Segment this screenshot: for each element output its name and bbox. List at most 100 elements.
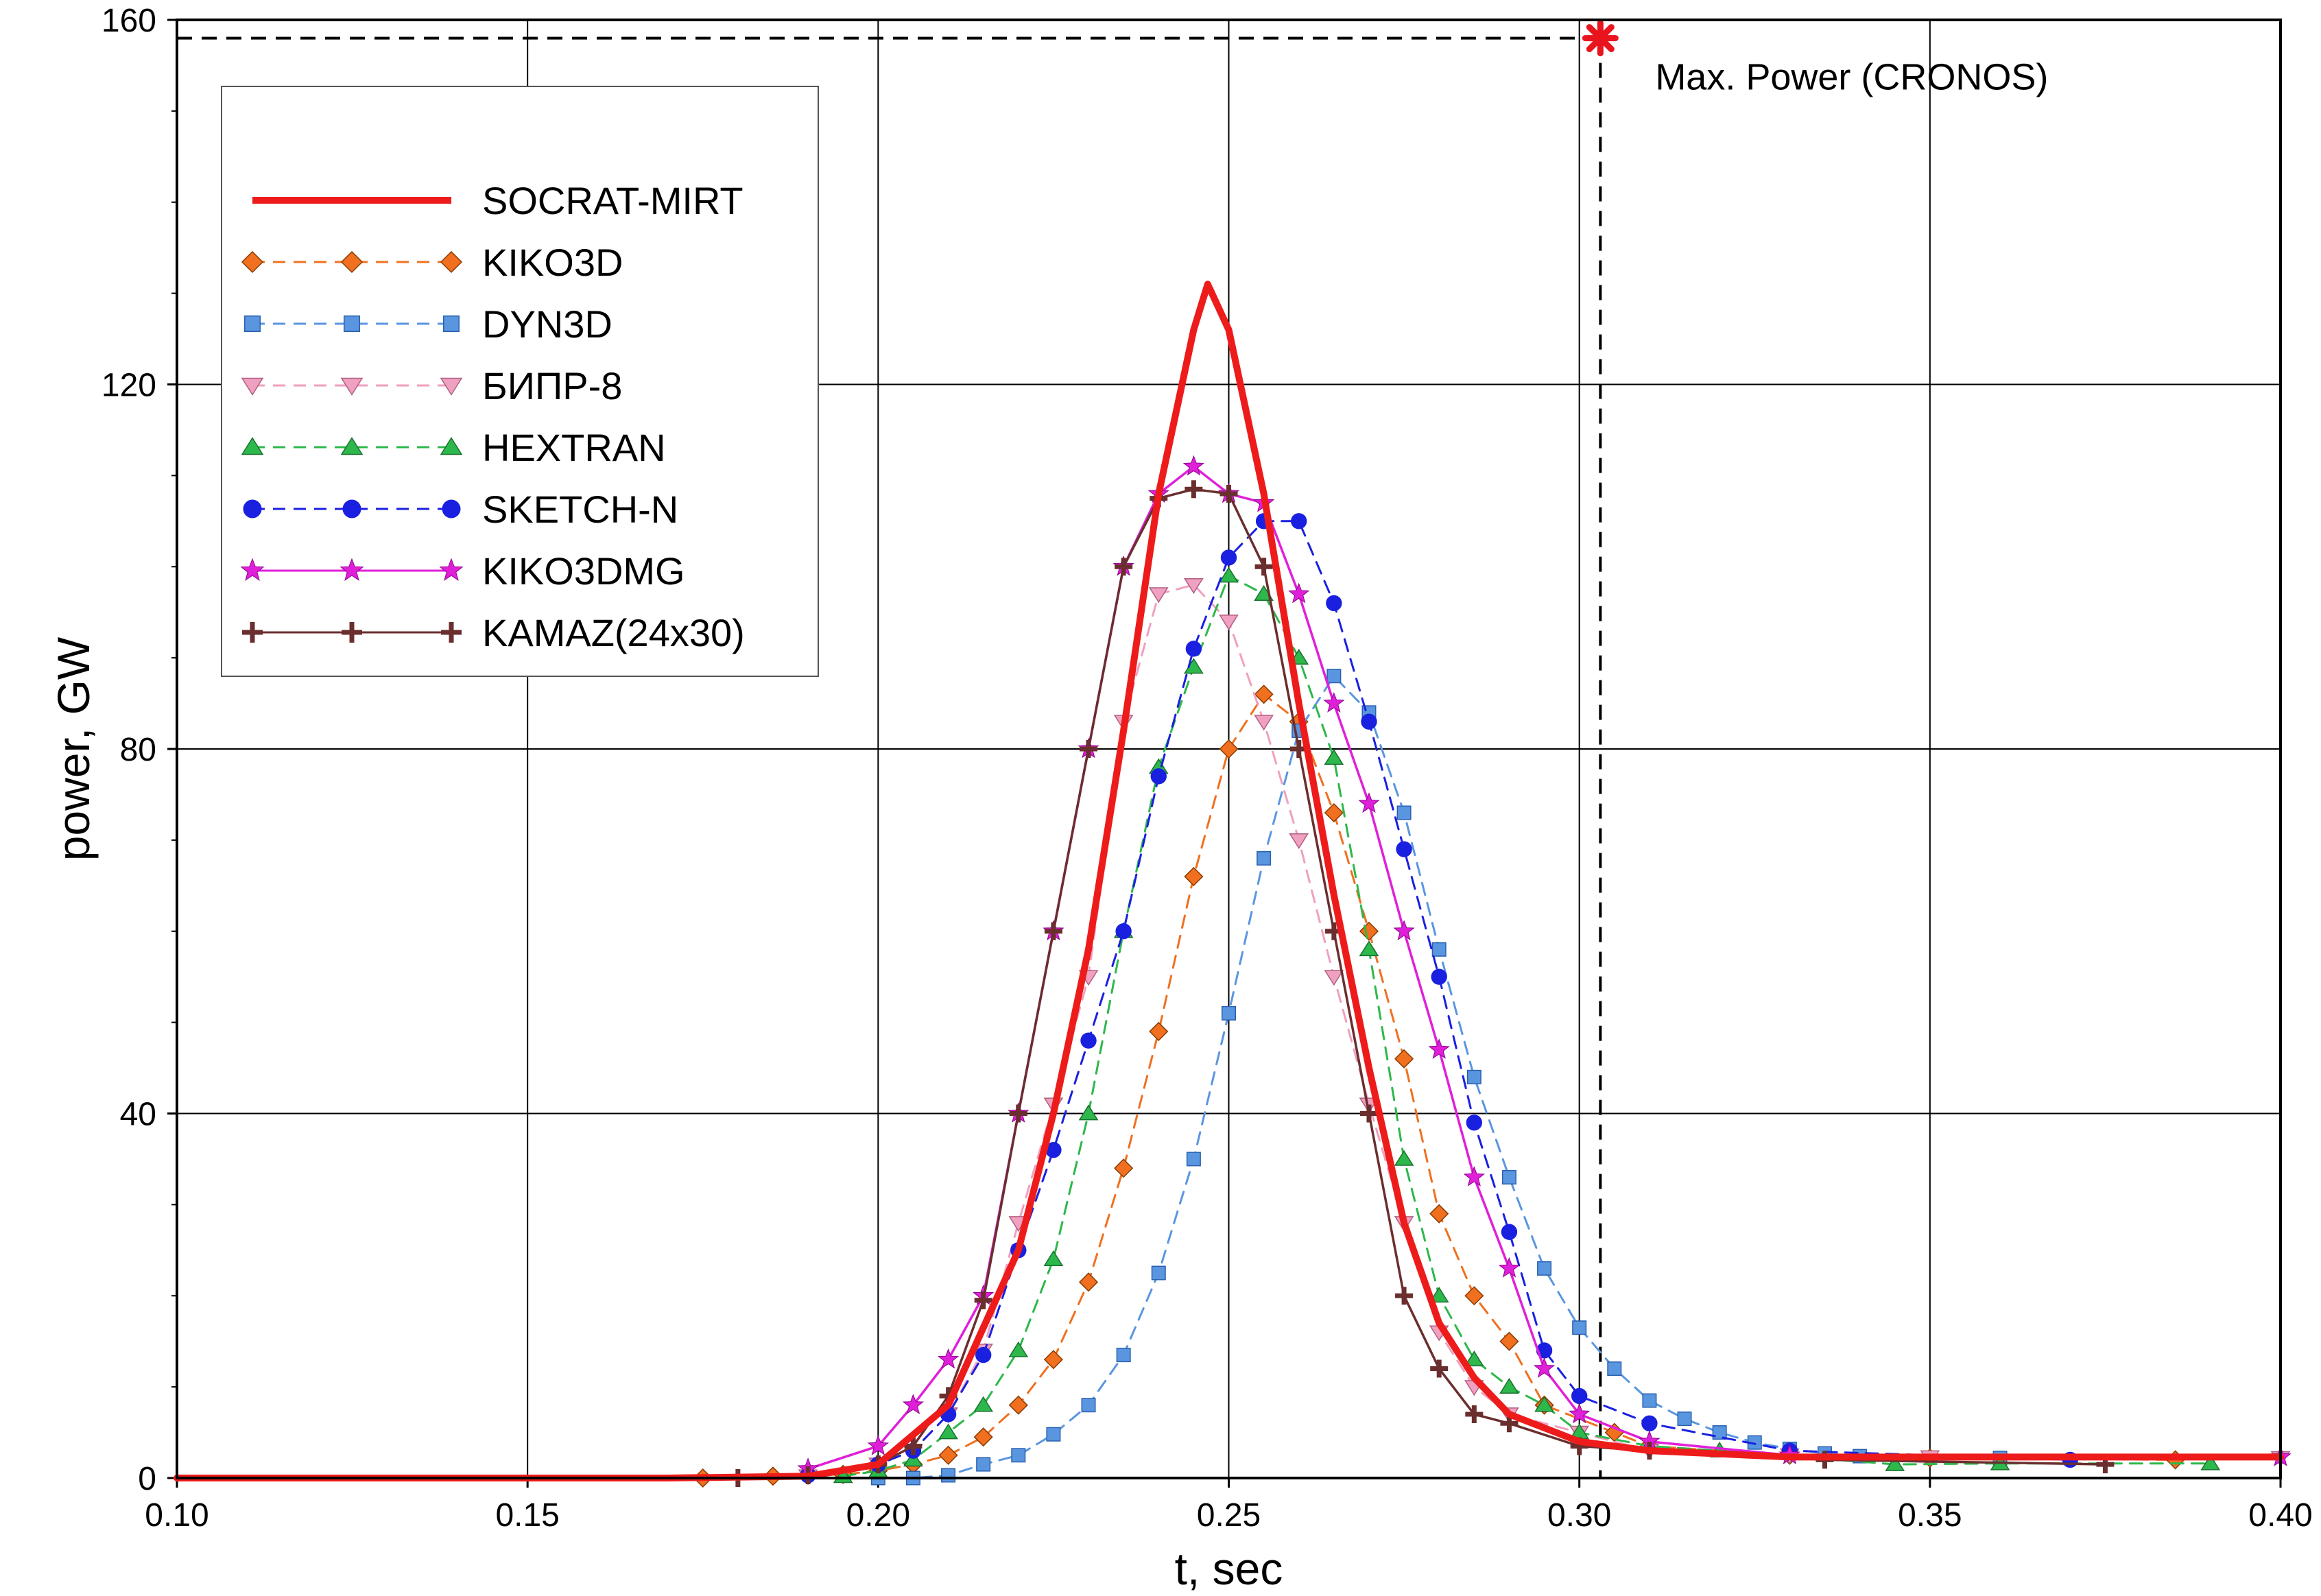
x-tick-label: 0.40: [2248, 1497, 2312, 1534]
x-tick-label: 0.10: [145, 1497, 209, 1534]
data-point: [941, 1468, 956, 1483]
data-point: [1043, 1350, 1063, 1370]
data-point: [1326, 669, 1342, 684]
legend-box: [221, 86, 819, 677]
data-point: [1291, 513, 1307, 529]
data-point: [1219, 739, 1239, 759]
x-tick-label: 0.35: [1898, 1497, 1962, 1534]
data-point: [1572, 1320, 1587, 1335]
data-point: [975, 1346, 992, 1363]
data-point: [1257, 850, 1272, 866]
data-point: [1008, 1395, 1028, 1415]
data-point: [1464, 1286, 1484, 1306]
legend-marker: [340, 558, 364, 581]
data-point: [1046, 1427, 1061, 1442]
legend-item-kiko3dmg: KIKO3DMG: [240, 549, 685, 593]
data-point: [1254, 684, 1274, 704]
data-point: [902, 1394, 925, 1414]
data-point: [1499, 1331, 1519, 1351]
data-point: [1323, 692, 1345, 713]
data-point: [1288, 582, 1310, 604]
series-line: [807, 465, 2282, 1470]
x-axis-label: t, sec: [1175, 1543, 1283, 1594]
legend-marker: [340, 437, 364, 455]
data-point: [1607, 1361, 1622, 1377]
data-point: [1184, 577, 1204, 594]
data-point: [937, 1348, 960, 1369]
data-point: [1324, 970, 1344, 986]
series-socrat-mirt: [174, 281, 2284, 1481]
legend-marker: [443, 315, 460, 332]
legend-item-sketch-n: SKETCH-N: [243, 488, 678, 531]
legend-marker: [439, 558, 464, 581]
data-point: [1396, 841, 1412, 857]
data-point: [1569, 1403, 1591, 1424]
data-point: [1185, 641, 1202, 657]
data-point: [1219, 567, 1239, 583]
data-point: [1430, 1359, 1449, 1378]
data-point: [938, 1445, 958, 1465]
data-point: [1641, 1415, 1658, 1431]
data-point: [1498, 1256, 1521, 1278]
legend-marker: [440, 437, 463, 455]
max-power-marker: [1582, 20, 1619, 57]
data-point: [1393, 920, 1415, 941]
data-point: [1116, 1348, 1131, 1363]
data-point: [1044, 922, 1062, 940]
data-point: [1359, 940, 1379, 957]
data-point: [1395, 1287, 1414, 1305]
y-tick-label: 40: [120, 1097, 156, 1133]
data-point: [1254, 715, 1274, 731]
annotation-star-marker: [1582, 20, 1619, 57]
series-line: [174, 281, 2284, 1481]
data-point: [1043, 1250, 1064, 1266]
y-tick-label: 0: [138, 1461, 156, 1497]
series-kamaz-24x30: [728, 480, 2115, 1487]
plot-frame: [176, 19, 2282, 1479]
data-point: [1642, 1393, 1657, 1408]
data-point: [1396, 805, 1412, 820]
y-tick-label: 120: [102, 368, 156, 404]
data-point: [1185, 480, 1203, 499]
data-point: [1571, 1387, 1588, 1405]
x-tick-label: 0.30: [1547, 1497, 1611, 1534]
legend-label: БИПР-8: [482, 364, 622, 407]
data-point: [1081, 1398, 1096, 1413]
legend-marker: [242, 622, 263, 643]
series-layer: [174, 281, 2292, 1488]
data-point: [1499, 1378, 1519, 1394]
legend-marker: [244, 315, 261, 332]
legend-marker: [440, 250, 463, 274]
data-point: [1045, 1141, 1062, 1158]
series-dyn3d: [870, 669, 2008, 1486]
legend-marker: [243, 499, 262, 519]
data-point: [1008, 1341, 1029, 1357]
data-point: [1358, 792, 1380, 813]
y-axis-label: power, GW: [48, 636, 99, 861]
legend-marker: [241, 437, 264, 455]
data-point: [1533, 1357, 1556, 1378]
data-point: [1712, 1425, 1727, 1440]
y-tick-label: 80: [120, 732, 156, 768]
data-point: [1394, 1049, 1414, 1069]
legend-label: HEXTRAN: [482, 426, 666, 469]
legend-marker: [344, 315, 360, 332]
data-point: [1431, 968, 1447, 985]
data-point: [1431, 942, 1447, 957]
legend-label: SOCRAT-MIRT: [482, 179, 743, 222]
data-point: [1428, 1038, 1450, 1059]
data-point: [1501, 1170, 1516, 1185]
x-tick-label: 0.25: [1197, 1497, 1261, 1534]
legend-item-socrat-mirt: SOCRAT-MIRT: [252, 179, 743, 222]
data-point: [1501, 1224, 1518, 1240]
legend: SOCRAT-MIRT KIKO3D DYN3D БИПР-8 HEXTRAN SKETC…: [221, 86, 819, 677]
legend-marker: [441, 622, 462, 643]
data-point: [1182, 455, 1204, 476]
data-point: [1080, 740, 1098, 758]
legend-marker: [241, 377, 264, 396]
x-tick-label: 0.15: [495, 1497, 559, 1534]
annotation-label: Max. Power (CRONOS): [1655, 57, 2048, 98]
series-kiko3dmg: [797, 455, 2292, 1478]
data-point: [1324, 749, 1344, 765]
